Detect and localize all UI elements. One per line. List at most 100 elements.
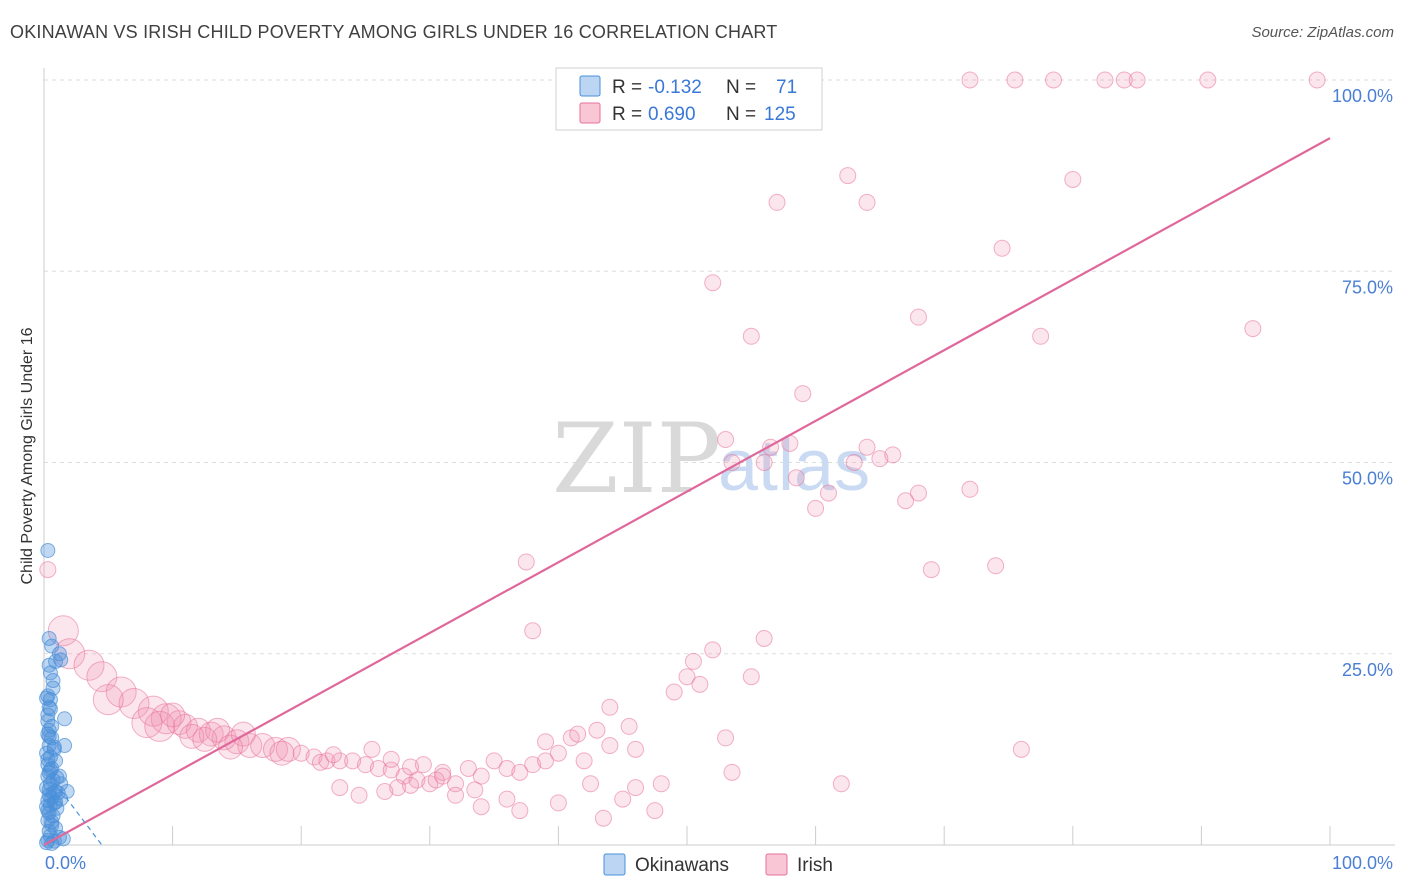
y-tick-label: 50.0%: [1342, 469, 1393, 489]
irish-point: [742, 327, 760, 345]
okinawan-point: [40, 751, 56, 767]
irish-point: [511, 802, 529, 820]
chart-title: OKINAWAN VS IRISH CHILD POVERTY AMONG GI…: [10, 22, 778, 42]
irish-point: [839, 167, 857, 185]
irish-point: [73, 649, 105, 681]
irish-point: [652, 775, 670, 793]
irish-point: [909, 484, 927, 502]
irish-point: [230, 721, 256, 747]
irish-point: [627, 779, 645, 797]
n-label-okinawan: N =: [726, 77, 756, 98]
irish-point: [858, 438, 876, 456]
okinawan-point: [45, 680, 61, 696]
okinawan-point: [45, 673, 61, 689]
irish-point: [402, 758, 420, 776]
irish-point: [627, 740, 645, 758]
irish-point: [434, 767, 452, 785]
okinawan-point: [40, 542, 56, 558]
irish-point: [909, 308, 927, 326]
irish-point: [382, 750, 400, 768]
x-tick-label-max: 100.0%: [1332, 853, 1393, 873]
y-axis-label: Child Poverty Among Girls Under 16: [19, 327, 36, 584]
irish-point: [537, 752, 555, 770]
irish-point: [324, 746, 342, 764]
irish-point: [601, 698, 619, 716]
irish-point: [1308, 71, 1326, 89]
irish-point: [237, 733, 263, 759]
okinawan-point: [49, 800, 65, 816]
irish-point: [871, 450, 889, 468]
irish-point: [588, 721, 606, 739]
irish-point: [646, 802, 664, 820]
irish-point: [179, 723, 205, 749]
legend-irish-label: Irish: [797, 855, 833, 876]
okinawan-point: [40, 803, 56, 819]
okinawan-points: [39, 542, 75, 851]
irish-point: [1012, 740, 1030, 758]
irish-point: [549, 794, 567, 812]
irish-point: [704, 641, 722, 659]
n-value-okinawan: 71: [776, 77, 797, 98]
irish-point: [549, 744, 567, 762]
okinawan-point: [44, 638, 60, 654]
irish-point: [717, 729, 735, 747]
okinawan-swatch: [579, 75, 601, 97]
y-tick-labels: 25.0% 50.0% 75.0% 100.0%: [1332, 86, 1393, 680]
irish-point: [1115, 71, 1133, 89]
irish-point: [794, 385, 812, 403]
irish-point: [160, 702, 186, 728]
irish-point: [723, 763, 741, 781]
irish-point: [884, 446, 902, 464]
irish-point: [742, 668, 760, 686]
irish-swatch: [579, 102, 601, 124]
irish-point: [819, 484, 837, 502]
irish-point: [350, 786, 368, 804]
irish-point: [485, 752, 503, 770]
gridlines: [44, 79, 1395, 655]
r-label-irish: R =: [612, 104, 642, 125]
irish-point: [1199, 71, 1217, 89]
irish-point: [192, 726, 218, 752]
irish-point: [993, 239, 1011, 257]
irish-point: [1006, 71, 1024, 89]
okinawan-point: [45, 785, 61, 801]
irish-point: [292, 744, 310, 762]
irish-point: [511, 763, 529, 781]
irish-point: [376, 782, 394, 800]
irish-point: [832, 775, 850, 793]
irish-point: [755, 454, 773, 471]
irish-point: [472, 767, 490, 785]
irish-point: [269, 740, 295, 766]
irish-point: [331, 752, 349, 770]
r-value-okinawan: -0.132: [648, 77, 702, 98]
n-value-irish: 125: [764, 104, 796, 125]
r-value-irish: 0.690: [648, 104, 696, 125]
irish-point: [537, 733, 555, 751]
irish-point: [768, 193, 786, 211]
source-label: Source: ZipAtlas.com: [1251, 24, 1394, 41]
irish-point: [922, 561, 940, 579]
irish-point: [498, 790, 516, 808]
watermark-zip: ZIP: [552, 403, 721, 515]
irish-point: [369, 760, 387, 777]
irish-point: [601, 737, 619, 755]
irish-point: [118, 687, 150, 719]
okinawan-point: [44, 814, 60, 830]
irish-points: [39, 71, 1326, 827]
irish-point: [331, 779, 349, 797]
irish-point: [205, 717, 231, 743]
irish-point: [787, 469, 805, 487]
irish-point: [1064, 170, 1082, 188]
okinawan-point: [48, 794, 64, 810]
irish-point: [614, 790, 632, 808]
r-label-okinawan: R =: [612, 77, 642, 98]
irish-point: [447, 786, 465, 804]
trend-lines: [43, 137, 1331, 846]
series-legend: Okinawans Irish: [603, 853, 833, 876]
x-ticks: [172, 826, 1331, 845]
irish-point: [459, 760, 477, 777]
okinawan-point: [41, 657, 57, 673]
irish-point: [414, 756, 432, 774]
irish-point: [620, 717, 638, 735]
